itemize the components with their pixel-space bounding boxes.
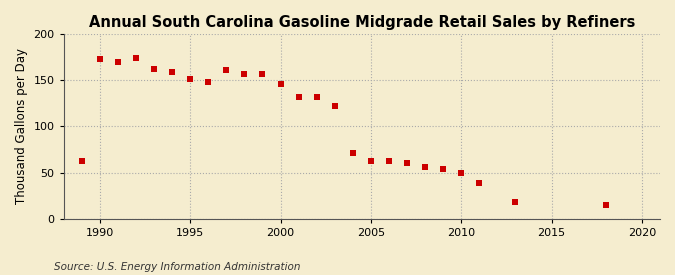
Point [402, 160, 412, 165]
Point [95, 57, 105, 61]
Point [275, 82, 286, 86]
Point [348, 151, 358, 155]
Point [420, 165, 431, 169]
Point [167, 70, 178, 74]
Point [329, 104, 340, 108]
Point [257, 72, 268, 76]
Point [474, 181, 485, 185]
Text: Source: U.S. Energy Information Administration: Source: U.S. Energy Information Administ… [54, 262, 300, 272]
Title: Annual South Carolina Gasoline Midgrade Retail Sales by Refiners: Annual South Carolina Gasoline Midgrade … [88, 15, 635, 30]
Point [293, 95, 304, 99]
Point [221, 68, 232, 72]
Point [76, 158, 87, 163]
Point [510, 200, 521, 205]
Point [185, 77, 196, 81]
Point [239, 72, 250, 76]
Point [130, 56, 141, 60]
Point [311, 95, 322, 99]
Point [383, 158, 394, 163]
Point [365, 158, 376, 163]
Y-axis label: Thousand Gallons per Day: Thousand Gallons per Day [15, 48, 28, 204]
Point [113, 59, 124, 64]
Point [148, 67, 159, 71]
Point [203, 80, 214, 84]
Point [600, 203, 611, 207]
Point [438, 167, 449, 171]
Point [456, 170, 466, 175]
